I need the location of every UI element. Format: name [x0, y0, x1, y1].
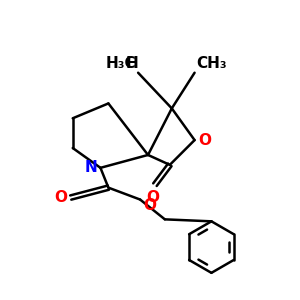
- Text: H: H: [125, 56, 138, 71]
- Text: O: O: [199, 133, 212, 148]
- Text: CH₃: CH₃: [196, 56, 227, 71]
- Text: N: N: [85, 160, 98, 175]
- Text: O: O: [54, 190, 67, 205]
- Text: O: O: [143, 198, 156, 213]
- Text: H₃C: H₃C: [106, 56, 136, 71]
- Text: O: O: [146, 190, 160, 205]
